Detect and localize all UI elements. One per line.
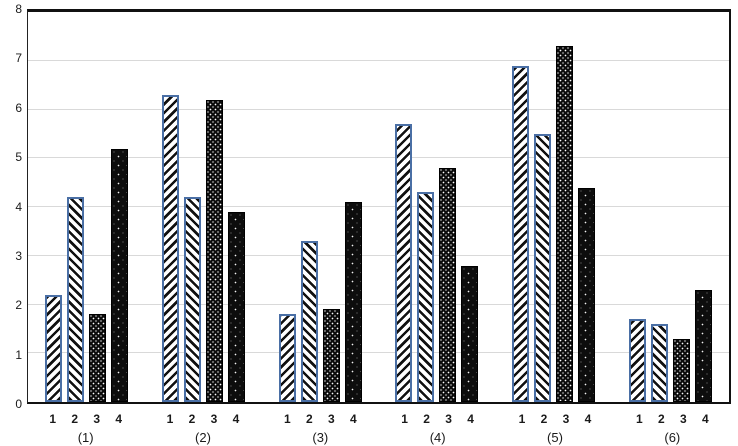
bar-labels-group-4: 1 2 3 4 [379,412,496,426]
bar-group6-series1 [629,319,647,402]
bar-label: 1 [166,412,174,426]
bar-label: 4 [467,412,474,426]
bar-label: 1 [635,412,643,426]
bar-group2-series3 [205,99,223,402]
bar-group1-series2 [66,197,84,402]
bar-group6-series3 [673,338,691,402]
bar-label: 1 [518,412,526,426]
bar-group5-series2 [534,133,552,402]
group-label: (3) [312,430,329,445]
bar-group-1 [28,12,145,402]
bar-label: 1 [283,412,291,426]
bar-group5-series3 [556,46,574,402]
y-tick-label: 1 [15,348,22,362]
bar-label: 2 [423,412,430,426]
bar-label: 4 [584,412,592,426]
bar-label: 3 [210,412,218,426]
bar-group2-series2 [183,197,201,402]
gridline [28,157,729,159]
bar-label: 3 [327,412,335,426]
y-tick-label: 6 [15,101,22,115]
bar-label: 3 [679,412,687,426]
bar-groups [28,12,729,402]
bar-label: 2 [305,412,313,426]
group-label: (4) [429,430,446,445]
bar-group1-series1 [44,294,62,402]
bar-label: 3 [93,412,100,426]
group-label: (2) [195,430,211,445]
bar-group4-series1 [395,124,413,402]
bar-label: 2 [540,412,548,426]
bar-label: 3 [562,412,570,426]
bar-group-5 [495,12,612,402]
gridline [28,59,729,61]
bar-label: 3 [445,412,452,426]
gridline [28,352,729,354]
bar-group2-series4 [227,211,245,402]
bar-group4-series4 [461,265,479,402]
bar-label: 2 [71,412,78,426]
gridline [28,108,729,110]
bar-group1-series3 [88,314,106,402]
gridline [28,303,729,305]
y-tick-label: 3 [15,249,22,263]
bar-group2-series1 [161,94,179,402]
group-label: (5) [547,430,563,445]
group-label: (1) [77,430,94,445]
group-labels-row: (1) (2) (3) (4) (5) (6) [27,430,731,445]
bar-group1-series4 [110,148,128,402]
bar-group-3 [262,12,379,402]
bar-group4-series3 [439,168,457,402]
y-tick-label: 8 [15,2,22,16]
y-tick-label: 7 [15,51,22,65]
bar-group4-series2 [417,192,435,402]
gridline [28,254,729,256]
bar-group3-series4 [344,202,362,402]
bar-group5-series1 [512,65,530,402]
y-tick-label: 2 [15,298,22,312]
bar-group3-series2 [300,241,318,402]
bar-labels-group-1: 1 2 3 4 [27,412,144,426]
bar-label: 2 [657,412,665,426]
plot-area [27,9,731,404]
bar-label: 4 [115,412,122,426]
bar-label: 4 [232,412,240,426]
bar-group3-series1 [278,314,296,402]
bar-group3-series3 [322,309,340,402]
group-label: (6) [664,430,681,445]
bar-label: 4 [349,412,357,426]
bar-group5-series4 [578,187,596,402]
y-tick-label: 0 [15,397,22,411]
bar-label: 1 [49,412,56,426]
bar-group6-series2 [651,324,669,402]
bar-group6-series4 [695,289,713,402]
bar-label: 2 [188,412,196,426]
bar-group-6 [612,12,729,402]
gridline [28,206,729,207]
y-tick-label: 4 [15,200,22,214]
bar-group-4 [378,12,495,402]
bar-label: 1 [401,412,408,426]
bar-group-2 [145,12,262,402]
bar-label: 4 [701,412,709,426]
y-tick-label: 5 [15,150,22,164]
